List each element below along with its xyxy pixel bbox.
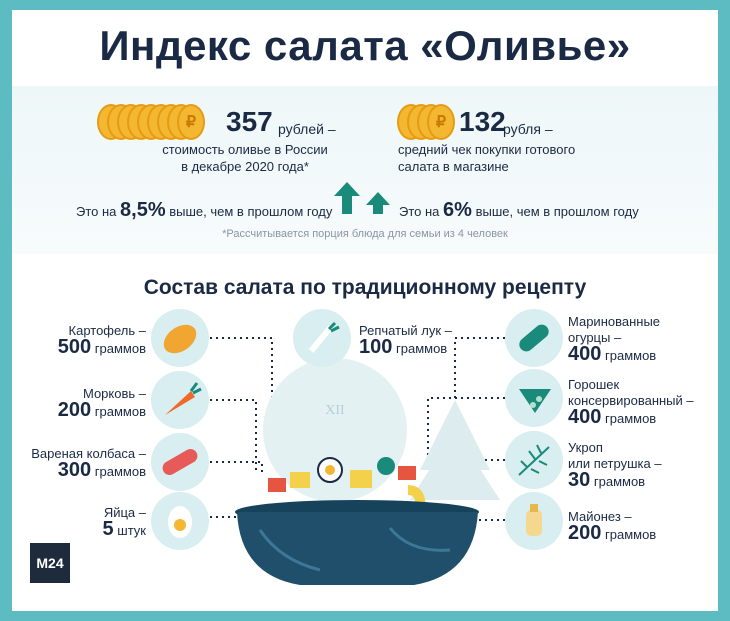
ingredient-qty: 100 <box>359 336 393 358</box>
right-stat-desc-line2: салата в магазине <box>398 159 509 174</box>
right-cmp-value: 6% <box>443 199 472 221</box>
ingredient-label: Майонез – <box>568 509 632 524</box>
cucumber-icon <box>519 324 549 352</box>
ingredient-label-2: огурцы – <box>568 330 622 345</box>
right-stat-value: 132 <box>459 106 506 137</box>
cucumber-circle <box>505 309 563 367</box>
ruble-coin-icon: ₽ <box>427 104 455 140</box>
ingredient-dill: Укроп или петрушка – 30 граммов <box>568 440 662 490</box>
mayo-circle <box>505 492 563 550</box>
ingredient-unit: граммов <box>605 527 657 542</box>
left-cmp-post: выше, чем в прошлом году <box>169 204 333 219</box>
ingredient-sausage: Вареная колбаса – 300 граммов <box>16 446 146 480</box>
left-stat-unit: рублей – <box>278 121 336 137</box>
ingredient-unit: граммов <box>94 464 146 479</box>
ingredient-qty: 200 <box>568 522 602 544</box>
right-stat-desc-line1: средний чек покупки готового <box>398 142 576 157</box>
right-comparison: Это на 6% выше, чем в прошлом году <box>399 199 639 222</box>
sausage-icon <box>162 449 198 475</box>
sausage-circle <box>151 433 209 491</box>
ingredient-onion: Репчатый лук – 100 граммов <box>359 323 452 357</box>
dill-icon <box>518 444 550 476</box>
left-stat-desc: стоимость оливье в России в декабре 2020… <box>140 141 350 175</box>
left-stat-desc-line2: в декабре 2020 года* <box>181 159 309 174</box>
ingredient-eggs: Яйца – 5 штук <box>20 505 146 539</box>
ingredient-unit: граммов <box>94 404 146 419</box>
ingredient-qty: 300 <box>57 459 92 481</box>
left-cmp-pre: Это на <box>76 204 117 219</box>
ingredient-label-2: консервированный – <box>568 393 694 408</box>
right-cmp-pre: Это на <box>399 204 440 219</box>
ingredient-label: Картофель – <box>68 323 146 338</box>
ingredient-unit: граммов <box>605 348 657 363</box>
right-cmp-post: выше, чем в прошлом году <box>475 204 639 219</box>
ingredient-label: Укроп <box>568 440 603 455</box>
mayonnaise-icon <box>526 504 542 536</box>
left-stat-value: 357 <box>226 106 273 137</box>
ingredient-qty: 400 <box>568 343 602 365</box>
up-arrow-icon <box>334 182 360 214</box>
ingredient-potato: Картофель – 500 граммов <box>20 323 146 357</box>
egg-icon <box>168 506 192 538</box>
potato-circle <box>151 309 209 367</box>
footnote: *Рассчитывается порция блюда для семьи и… <box>222 228 508 240</box>
dill-circle <box>505 431 563 489</box>
coins-left-icon: ₽ <box>97 104 205 140</box>
ingredient-label: Репчатый лук – <box>359 323 452 338</box>
coins-right-icon: ₽ <box>397 104 455 140</box>
left-cmp-value: 8,5% <box>120 199 166 221</box>
ruble-coin-icon: ₽ <box>177 104 205 140</box>
carrot-icon <box>165 382 202 415</box>
potato-icon <box>163 324 197 354</box>
ingredient-unit: граммов <box>94 341 146 356</box>
carrot-circle <box>151 371 209 429</box>
left-comparison: Это на 8,5% выше, чем в прошлом году <box>76 199 332 222</box>
ingredient-qty: 30 <box>568 469 591 491</box>
onion-icon <box>308 321 340 353</box>
ingredient-unit: штук <box>117 523 146 538</box>
fir-tree-icon <box>410 400 500 500</box>
clock-icon: XII <box>263 358 407 502</box>
page-title: Индекс салата «Оливье» <box>99 22 631 69</box>
peas-circle <box>505 369 563 427</box>
ingredient-label: Яйца – <box>103 505 146 520</box>
ingredient-label: Вареная колбаса – <box>31 446 146 461</box>
left-stat-desc-line1: стоимость оливье в России <box>162 142 328 157</box>
ingredient-cucumber: Маринованные огурцы – 400 граммов <box>568 314 660 364</box>
ingredient-mayo: Майонез – 200 граммов <box>568 509 656 543</box>
ingredient-carrot: Морковь – 200 граммов <box>20 386 146 420</box>
section-title: Состав салата по традиционному рецепту <box>143 276 587 299</box>
ingredient-peas: Горошек консервированный – 400 граммов <box>568 377 694 427</box>
ingredient-qty: 5 <box>102 518 114 540</box>
egg-circle <box>151 492 209 550</box>
ingredient-label: Горошек <box>568 377 620 392</box>
m24-logo: M24 <box>30 543 70 583</box>
ingredient-label-2: или петрушка – <box>568 456 662 471</box>
up-arrow-icon <box>366 192 390 214</box>
ingredient-qty: 200 <box>57 399 92 421</box>
peas-icon <box>519 389 551 413</box>
ingredient-unit: граммов <box>396 341 448 356</box>
salad-bowl-icon <box>235 500 479 585</box>
ingredient-label: Морковь – <box>82 386 146 401</box>
right-stat-unit: рубля – <box>503 121 553 137</box>
onion-circle <box>293 309 351 367</box>
right-stat-desc: средний чек покупки готового салата в ма… <box>398 141 575 175</box>
clock-label: XII <box>325 403 345 418</box>
ingredient-qty: 500 <box>57 336 92 358</box>
ingredient-label: Маринованные <box>568 314 661 329</box>
ingredient-unit: граммов <box>593 474 646 489</box>
ingredient-unit: граммов <box>605 411 657 426</box>
ingredient-qty: 400 <box>568 406 602 428</box>
